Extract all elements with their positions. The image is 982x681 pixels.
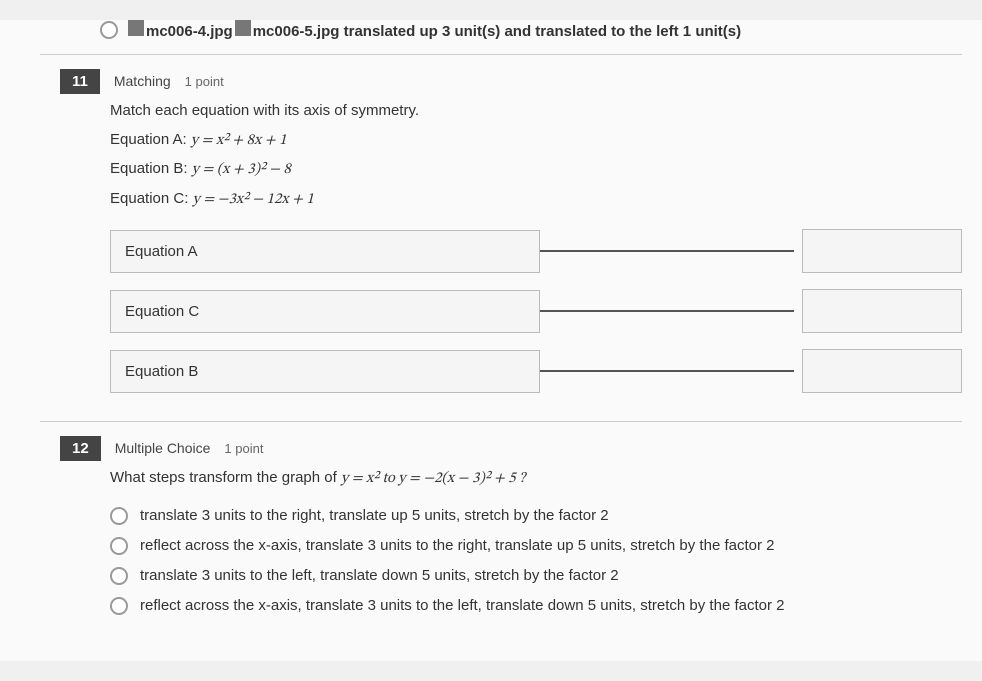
divider	[40, 421, 962, 422]
match-row: Equation C	[110, 289, 962, 333]
question-header: 11 Matching 1 point	[60, 69, 962, 94]
question-type: Matching	[114, 73, 171, 89]
match-row: Equation B	[110, 349, 962, 393]
matching-rows: Equation A Equation C Equation B	[110, 229, 962, 393]
mc-option-text: reflect across the x-axis, translate 3 u…	[140, 537, 774, 554]
mc-option-text: reflect across the x-axis, translate 3 u…	[140, 597, 784, 614]
mc-option[interactable]: reflect across the x-axis, translate 3 u…	[110, 591, 962, 621]
match-source-box[interactable]: Equation A	[110, 230, 540, 273]
img-name-2: mc006-5.jpg	[253, 23, 340, 40]
match-source-box[interactable]: Equation B	[110, 350, 540, 393]
eq-a-math: y = x² + 8x + 1	[191, 133, 287, 148]
question-12: 12 Multiple Choice 1 point What steps tr…	[60, 436, 962, 621]
image-thumb-icon	[128, 20, 144, 36]
img-name-1: mc006-4.jpg	[146, 23, 233, 40]
eq-b-math: y = (x + 3)² − 8	[192, 162, 291, 177]
radio-icon[interactable]	[100, 21, 118, 39]
stem-math: y = x² to y = −2(x − 3)² + 5 ?	[341, 471, 525, 486]
match-connector	[540, 250, 794, 252]
question-body: What steps transform the graph of y = x²…	[60, 467, 962, 621]
question-body: Match each equation with its axis of sym…	[60, 100, 962, 393]
match-target-box[interactable]	[802, 349, 962, 393]
match-target-box[interactable]	[802, 229, 962, 273]
mc-options: translate 3 units to the right, translat…	[110, 501, 962, 621]
mc-option[interactable]: translate 3 units to the right, translat…	[110, 501, 962, 531]
equation-a: Equation A: y = x² + 8x + 1	[110, 129, 962, 153]
prev-option-tail: translated up 3 unit(s) and translated t…	[339, 23, 741, 40]
equation-b: Equation B: y = (x + 3)² − 8	[110, 158, 962, 182]
mc-option[interactable]: translate 3 units to the left, translate…	[110, 561, 962, 591]
prev-question-option[interactable]: mc006-4.jpg mc006-5.jpg translated up 3 u…	[60, 20, 962, 40]
image-thumb-icon	[235, 20, 251, 36]
eq-c-math: y = −3x² − 12x + 1	[193, 192, 314, 207]
prev-option-text: mc006-4.jpg mc006-5.jpg translated up 3 u…	[128, 20, 741, 40]
quiz-page: mc006-4.jpg mc006-5.jpg translated up 3 u…	[0, 20, 982, 661]
stem-text: What steps transform the graph of	[110, 469, 341, 486]
divider	[40, 54, 962, 55]
question-points: 1 point	[224, 441, 263, 456]
match-connector	[540, 370, 794, 372]
radio-icon[interactable]	[110, 567, 128, 585]
question-header: 12 Multiple Choice 1 point	[60, 436, 962, 461]
match-row: Equation A	[110, 229, 962, 273]
question-stem: Match each equation with its axis of sym…	[110, 100, 962, 123]
eq-a-label: Equation A:	[110, 131, 191, 148]
question-11: 11 Matching 1 point Match each equation …	[60, 69, 962, 393]
mc-option-text: translate 3 units to the left, translate…	[140, 567, 619, 584]
radio-icon[interactable]	[110, 507, 128, 525]
question-number-badge: 11	[60, 69, 100, 94]
question-stem: What steps transform the graph of y = x²…	[110, 467, 962, 491]
match-target-box[interactable]	[802, 289, 962, 333]
mc-option[interactable]: reflect across the x-axis, translate 3 u…	[110, 531, 962, 561]
radio-icon[interactable]	[110, 537, 128, 555]
equation-c: Equation C: y = −3x² − 12x + 1	[110, 188, 962, 212]
match-source-box[interactable]: Equation C	[110, 290, 540, 333]
question-type: Multiple Choice	[115, 440, 211, 456]
question-number-badge: 12	[60, 436, 101, 461]
mc-option-text: translate 3 units to the right, translat…	[140, 507, 609, 524]
radio-icon[interactable]	[110, 597, 128, 615]
match-connector	[540, 310, 794, 312]
question-points: 1 point	[185, 74, 224, 89]
eq-b-label: Equation B:	[110, 160, 192, 177]
eq-c-label: Equation C:	[110, 190, 193, 207]
